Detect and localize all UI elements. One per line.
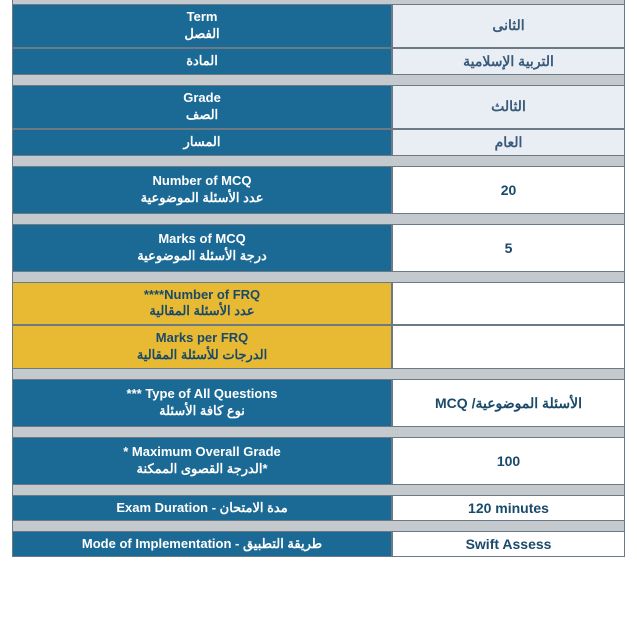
label-ar: المادة: [186, 53, 218, 70]
spacer: [12, 427, 625, 437]
label-cell: Exam Duration - مدة الامتحان: [12, 495, 392, 521]
label-en: ****Number of FRQ: [144, 287, 260, 304]
label-en: * Maximum Overall Grade: [123, 444, 281, 461]
value-text: Swift Assess: [466, 536, 552, 552]
label-ar: عدد الأسئلة المقالية: [149, 303, 254, 320]
table-row: المسار العام: [12, 129, 625, 156]
value-text: 120 minutes: [468, 500, 549, 516]
label-en: Grade: [183, 90, 221, 107]
table-row: Exam Duration - مدة الامتحان 120 minutes: [12, 495, 625, 521]
value-cell: 120 minutes: [392, 495, 625, 521]
value-cell: Swift Assess: [392, 531, 625, 557]
value-text: 5: [505, 240, 513, 256]
table-row: Termالفصل الثانى: [12, 4, 625, 48]
label-cell: Marks of MCQدرجة الأسئلة الموضوعية: [12, 224, 392, 272]
label-ar: الفصل: [184, 26, 219, 43]
spacer: [12, 369, 625, 379]
value-cell: التربية الإسلامية: [392, 48, 625, 75]
label-en: Marks per FRQ: [156, 330, 248, 347]
label-cell: Number of MCQعدد الأسئلة الموضوعية: [12, 166, 392, 214]
spacer: [12, 156, 625, 166]
label-en: Marks of MCQ: [158, 231, 245, 248]
value-text: العام: [495, 134, 523, 151]
value-cell: 100: [392, 437, 625, 485]
value-cell: [392, 325, 625, 369]
value-text: 20: [501, 182, 517, 198]
label-cell: المادة: [12, 48, 392, 75]
table-row: Marks of MCQدرجة الأسئلة الموضوعية 5: [12, 224, 625, 272]
label-cell: Mode of Implementation - طريقة التطبيق: [12, 531, 392, 557]
label-ar: عدد الأسئلة الموضوعية: [141, 190, 264, 207]
spacer: [12, 214, 625, 224]
value-cell: [392, 282, 625, 326]
table-row: Number of MCQعدد الأسئلة الموضوعية 20: [12, 166, 625, 214]
spacer: [12, 272, 625, 282]
label-cell: * Maximum Overall Grade*الدرجة القصوى ال…: [12, 437, 392, 485]
label-ar: *الدرجة القصوى الممكنة: [137, 461, 268, 478]
value-text: التربية الإسلامية: [463, 53, 554, 70]
table-row: *** Type of All Questionsنوع كافة الأسئل…: [12, 379, 625, 427]
label-cell: المسار: [12, 129, 392, 156]
table-row: Mode of Implementation - طريقة التطبيق Sw…: [12, 531, 625, 557]
table-row: * Maximum Overall Grade*الدرجة القصوى ال…: [12, 437, 625, 485]
label-ar: الصف: [186, 107, 218, 124]
label-ar: المسار: [184, 134, 221, 151]
spacer: [12, 75, 625, 85]
value-text: 100: [497, 453, 520, 469]
spacer: [12, 485, 625, 495]
label-cell: *** Type of All Questionsنوع كافة الأسئل…: [12, 379, 392, 427]
label-en: Term: [187, 9, 218, 26]
value-cell: الثانى: [392, 4, 625, 48]
label-mixed: Exam Duration - مدة الامتحان: [116, 500, 287, 516]
value-cell: 5: [392, 224, 625, 272]
label-en: *** Type of All Questions: [127, 386, 278, 403]
value-cell: الثالث: [392, 85, 625, 129]
value-cell: 20: [392, 166, 625, 214]
value-text: الثانى: [492, 17, 524, 34]
label-cell: Marks per FRQالدرجات للأسئلة المقالية: [12, 325, 392, 369]
value-text: الأسئلة الموضوعية/ MCQ: [435, 395, 582, 412]
value-text: الثالث: [491, 98, 526, 115]
label-cell: ****Number of FRQعدد الأسئلة المقالية: [12, 282, 392, 326]
table-row: ****Number of FRQعدد الأسئلة المقالية: [12, 282, 625, 326]
label-mixed: Mode of Implementation - طريقة التطبيق: [82, 536, 322, 552]
spacer: [12, 521, 625, 531]
label-cell: Gradeالصف: [12, 85, 392, 129]
value-cell: العام: [392, 129, 625, 156]
table-row: المادة التربية الإسلامية: [12, 48, 625, 75]
table-row: Gradeالصف الثالث: [12, 85, 625, 129]
label-ar: الدرجات للأسئلة المقالية: [137, 347, 267, 364]
label-ar: نوع كافة الأسئلة: [159, 403, 245, 420]
value-cell: الأسئلة الموضوعية/ MCQ: [392, 379, 625, 427]
table-row: Marks per FRQالدرجات للأسئلة المقالية: [12, 325, 625, 369]
label-en: Number of MCQ: [153, 173, 252, 190]
label-ar: درجة الأسئلة الموضوعية: [137, 248, 267, 265]
label-cell: Termالفصل: [12, 4, 392, 48]
